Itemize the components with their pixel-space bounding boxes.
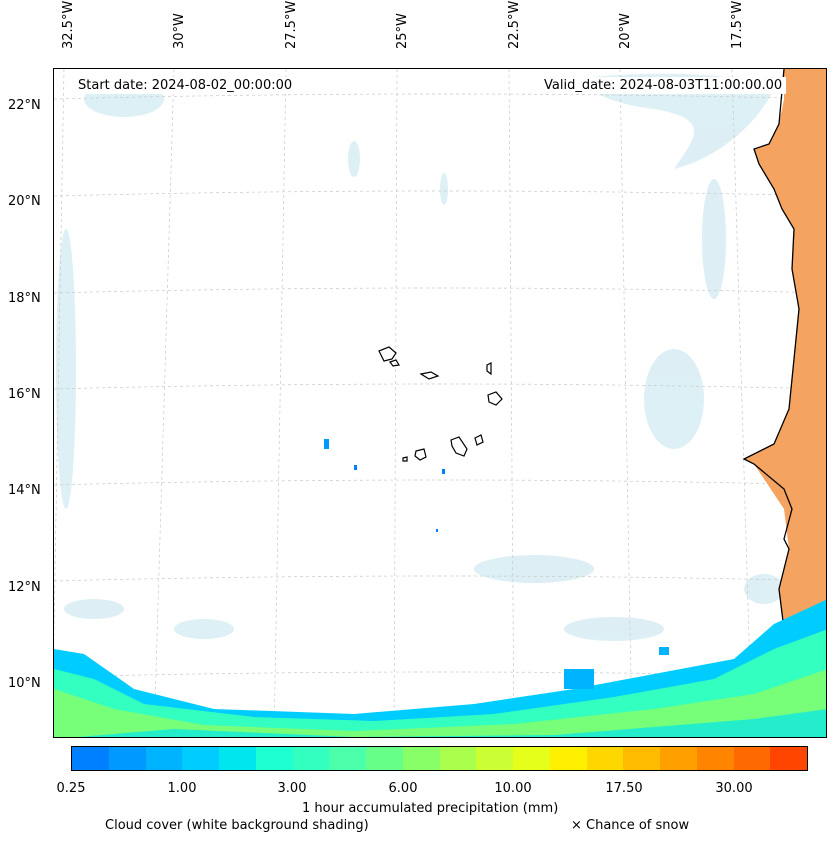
colorbar-segment <box>476 747 513 770</box>
snow-legend: × Chance of snow <box>571 818 690 833</box>
lat-label: 22°N <box>8 98 41 113</box>
colorbar-segment <box>549 747 587 770</box>
map-canvas <box>54 69 826 737</box>
colorbar-segment <box>770 747 807 770</box>
colorbar-segment <box>255 747 293 770</box>
lat-label: 10°N <box>8 676 41 691</box>
lon-label: 22.5°W <box>507 0 522 49</box>
colorbar-title: 1 hour accumulated precipitation (mm) <box>302 801 559 816</box>
lat-label: 16°N <box>8 387 41 402</box>
lon-label: 25°W <box>395 13 410 49</box>
colorbar-segment <box>329 747 366 770</box>
colorbar-segment <box>513 747 550 770</box>
colorbar-tick-label: 1.00 <box>167 781 197 796</box>
colorbar-segment <box>733 747 771 770</box>
colorbar-segment <box>402 747 440 770</box>
map-panel[interactable]: Start date: 2024-08-02_00:00:00 Valid_da… <box>53 68 827 738</box>
colorbar-segment <box>660 747 697 770</box>
lon-label: 32.5°W <box>61 0 76 49</box>
land-mass <box>744 69 826 737</box>
precipitation-layer <box>54 439 826 737</box>
colorbar-tick-label: 6.00 <box>388 781 418 796</box>
colorbar-tick-label: 17.50 <box>605 781 643 796</box>
colorbar-segment <box>586 747 624 770</box>
colorbar-segment <box>72 747 109 770</box>
cloud-cover-layer <box>56 73 784 641</box>
cloud-cover-legend: Cloud cover (white background shading) <box>105 818 369 833</box>
lat-label: 18°N <box>8 291 41 306</box>
cape-verde-islands <box>378 346 503 462</box>
colorbar-segment <box>292 747 330 770</box>
colorbar-segment <box>623 747 660 770</box>
lat-label: 14°N <box>8 483 41 498</box>
colorbar-tick-label: 30.00 <box>715 781 753 796</box>
colorbar-segment <box>182 747 219 770</box>
graticule <box>54 69 826 737</box>
colorbar-segment <box>145 747 183 770</box>
colorbar-segment <box>108 747 146 770</box>
colorbar-segment <box>439 747 477 770</box>
lat-label: 12°N <box>8 580 41 595</box>
colorbar-segment <box>696 747 734 770</box>
colorbar-segment <box>366 747 403 770</box>
coastline <box>742 69 814 737</box>
lon-label: 20°W <box>618 13 633 49</box>
colorbar-tick-label: 10.00 <box>494 781 532 796</box>
colorbar-tick-label: 3.00 <box>277 781 307 796</box>
lat-label: 20°N <box>8 194 41 209</box>
start-date: Start date: 2024-08-02_00:00:00 <box>74 77 297 94</box>
lon-label: 27.5°W <box>284 0 299 49</box>
colorbar-segment <box>219 747 256 770</box>
lon-label: 17.5°W <box>730 0 745 49</box>
valid-date: Valid_date: 2024-08-03T11:00:00.00 <box>540 77 787 94</box>
colorbar-tick-label: 0.25 <box>56 781 86 796</box>
lon-label: 30°W <box>172 13 187 49</box>
colorbar <box>71 746 808 771</box>
